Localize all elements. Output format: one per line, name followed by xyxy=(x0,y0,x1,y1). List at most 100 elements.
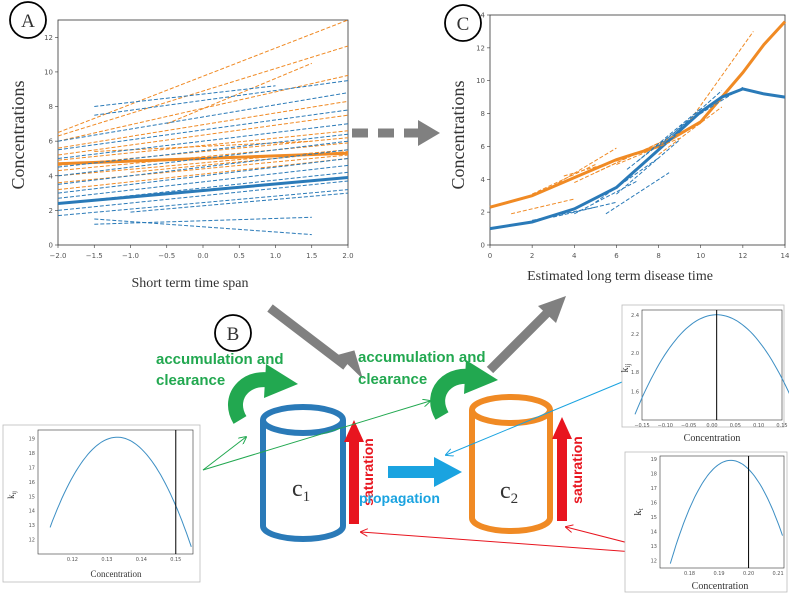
inset-tr-plot-xtick-0: −0.15 xyxy=(634,423,649,429)
chartA-ytick-5: 10 xyxy=(44,68,53,76)
chartC-ytick-2: 4 xyxy=(481,176,486,184)
chartC-series-16 xyxy=(616,139,680,195)
chartC-series-6 xyxy=(616,137,680,165)
chartA-series-7 xyxy=(57,142,349,172)
chartA-series-25 xyxy=(57,180,349,211)
dashed-arrow-a-to-c xyxy=(352,120,440,146)
chartA-series-22 xyxy=(57,158,349,194)
chartC-xtick-7: 14 xyxy=(781,252,789,260)
cylinder-c2: c2 xyxy=(469,394,553,534)
svg-text:C: C xyxy=(457,14,470,35)
inset-br-plot-curve xyxy=(669,459,783,564)
inset-tr-plot-xtick-2: −0.05 xyxy=(681,423,696,429)
chartC-ytick-7: 14 xyxy=(476,12,485,20)
chartA-series-23 xyxy=(57,164,349,199)
saturation-arrow-left: saturation xyxy=(344,420,376,524)
chartA-xtick-8: 2.0 xyxy=(342,252,353,260)
inset-tr-plot-ytick-3: 2.2 xyxy=(631,332,639,338)
chartC-series-9 xyxy=(689,31,754,121)
inset-tr-plot-ytick-0: 1.6 xyxy=(631,389,639,395)
svg-text:B: B xyxy=(227,324,240,345)
chartA-series-15 xyxy=(94,80,349,116)
inset-tr-plot-xtick-4: 0.05 xyxy=(730,423,741,429)
panel-label-c: C xyxy=(444,4,482,42)
chartA-series-20 xyxy=(57,140,349,177)
connector-arrows xyxy=(202,381,649,554)
inset-br-ylabel: kt xyxy=(632,508,645,516)
chartA-xtick-4: 0.0 xyxy=(197,252,208,260)
accumulation-arrow-left xyxy=(228,364,298,424)
chartA-ytick-0: 0 xyxy=(49,242,53,250)
chartA-series-3 xyxy=(57,100,349,149)
inset-tr-ylabel: kij xyxy=(620,364,632,373)
chartC-xtick-3: 6 xyxy=(614,252,619,260)
cylinder-c1: c1 xyxy=(260,404,346,542)
chartA-series-1 xyxy=(57,45,349,137)
inset-tr-xlabel: Concentration xyxy=(684,433,741,444)
chartA-ytick-6: 12 xyxy=(44,34,53,42)
inset-bl-plot-xtick-0: 0.12 xyxy=(67,557,78,563)
chartA-series-21 xyxy=(57,149,349,185)
chart-a-series xyxy=(57,19,349,236)
inset-bl-plot-ytick-6: 18 xyxy=(29,451,35,457)
chartA-series-4 xyxy=(57,114,349,156)
chartA-xtick-3: −0.5 xyxy=(158,252,175,260)
chartA-series-19 xyxy=(57,133,349,168)
chart-a-y-ticks: 0 2 4 6 8 10 12 xyxy=(44,34,58,250)
chartC-series-10 xyxy=(563,157,628,177)
inset-br-plot-xtick-2: 0.20 xyxy=(743,571,754,577)
inset-tr-plot-xtick-5: 0.10 xyxy=(753,423,764,429)
chartA-series-31 xyxy=(57,176,349,205)
chartA-series-2 xyxy=(57,74,349,142)
inset-bl-plot-ytick-5: 17 xyxy=(29,465,35,471)
inset-br-plot-xtick-0: 0.18 xyxy=(684,571,695,577)
chartA-series-5 xyxy=(57,130,349,161)
chartC-ytick-4: 8 xyxy=(481,110,485,118)
chartC-ytick-6: 12 xyxy=(476,44,485,52)
chart-c-series xyxy=(489,20,787,231)
inset-br-plot-ytick-2: 14 xyxy=(651,530,657,536)
chartA-ytick-1: 2 xyxy=(49,207,53,215)
inset-bl-plot-ytick-0: 12 xyxy=(29,538,35,544)
inset-tr-plot-xtick-6: 0.15 xyxy=(776,423,787,429)
gray-arrow-a-to-b xyxy=(267,304,363,380)
chartC-series-21 xyxy=(605,172,670,215)
chartC-xtick-0: 0 xyxy=(488,252,492,260)
inset-tr-plot-ytick-1: 1.8 xyxy=(631,370,639,376)
chartA-ytick-4: 8 xyxy=(49,103,53,111)
inset-tr-plot-xtick-3: 0.00 xyxy=(706,423,717,429)
inset-br-plot-ytick-0: 12 xyxy=(651,559,657,565)
chartC-xtick-1: 2 xyxy=(530,252,534,260)
chartA-xtick-6: 1.0 xyxy=(270,252,281,260)
accumulation-arrow-right xyxy=(430,360,498,420)
accumulation-label-right-1: accumulation and xyxy=(358,349,486,366)
panel-label-a: A xyxy=(9,1,47,39)
c1-label: c1 xyxy=(292,476,310,505)
chartA-xtick-1: −1.5 xyxy=(86,252,103,260)
panel-label-b: B xyxy=(214,314,252,352)
chartC-xtick-4: 8 xyxy=(656,252,660,260)
chartA-series-28 xyxy=(94,218,312,236)
chartA-xtick-2: −1.0 xyxy=(122,252,139,260)
chart-c-xlabel: Estimated long term disease time xyxy=(527,269,713,284)
propagation-label: propagation xyxy=(359,490,440,506)
chartC-series-20 xyxy=(679,86,744,128)
chartC-series-1 xyxy=(489,87,786,231)
chartC-ytick-5: 10 xyxy=(476,77,485,85)
chartC-series-3 xyxy=(552,147,617,187)
chart-c-frame xyxy=(489,14,786,246)
inset-bl-plot-ytick-2: 14 xyxy=(29,509,35,515)
inset-tr-plot-ytick-2: 2.0 xyxy=(631,351,639,357)
chartC-xtick-6: 12 xyxy=(738,252,747,260)
chart-c-ylabel: Concentrations xyxy=(448,81,468,190)
chartC-ytick-3: 6 xyxy=(481,143,486,151)
chartC-series-15 xyxy=(595,157,659,203)
chartA-series-13 xyxy=(166,62,312,125)
chart-c: 0 2 4 6 8 10 12 14 0 2 4 6 8 10 12 14 Estimated long t… xyxy=(448,12,789,285)
chartC-xtick-2: 4 xyxy=(572,252,577,260)
propagation-arrow: propagation xyxy=(359,457,462,506)
chart-a-xlabel: Short term time span xyxy=(131,276,248,291)
gray-arrow-b-to-c xyxy=(486,296,566,374)
chartC-ytick-1: 2 xyxy=(481,209,485,217)
